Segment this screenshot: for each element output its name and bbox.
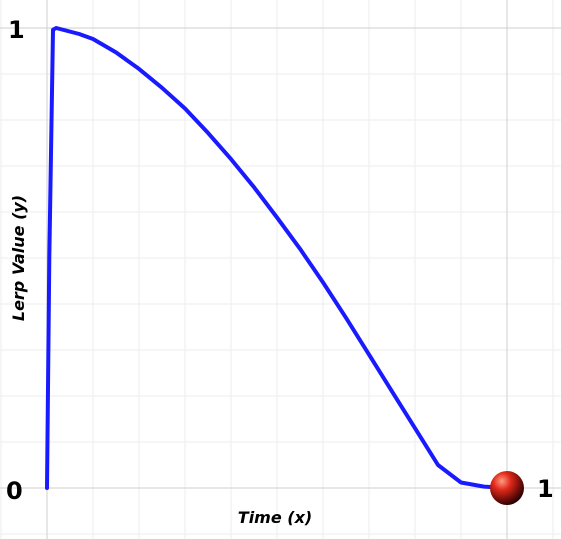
x-axis-label: Time (x) xyxy=(238,508,312,527)
y-tick-label-top: 1 xyxy=(8,16,25,44)
position-marker-sphere[interactable] xyxy=(490,471,524,505)
y-tick-label-bottom: 0 xyxy=(6,477,23,505)
y-axis-label: Lerp Value (y) xyxy=(9,195,28,321)
series-line-lerp xyxy=(45,26,509,490)
x-tick-label-right: 1 xyxy=(537,475,554,503)
